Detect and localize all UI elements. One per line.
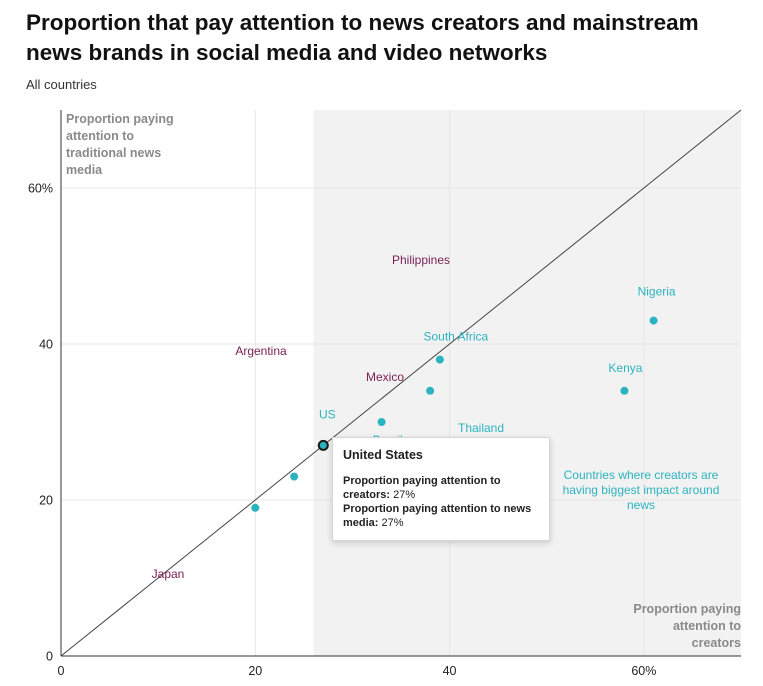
country-label-argentina: Argentina	[235, 344, 287, 358]
data-point-brazil	[377, 418, 386, 426]
tooltip-united-states: United States Proportion paying attentio…	[332, 437, 550, 541]
y-tick-label-20: 20	[39, 494, 53, 508]
data-point-teal-4	[426, 386, 435, 395]
country-label-kenya: Kenya	[608, 361, 642, 375]
x-tick-label-0: 0	[58, 664, 65, 678]
data-point-us-highlighted	[317, 439, 329, 451]
y-tick-label-60: 60%	[28, 182, 53, 196]
country-label-nigeria: Nigeria	[638, 285, 676, 299]
data-point-nigeria	[649, 316, 658, 325]
tooltip-label-creators: Proportion paying attention to creators:	[343, 475, 501, 501]
x-tick-label-40: 40	[443, 664, 457, 678]
y-tick-label-0: 0	[46, 650, 53, 664]
country-label-south-africa: South Africa	[423, 330, 488, 344]
x-axis-title: Proportion paying attention to creators	[633, 602, 741, 650]
country-label-us: US	[319, 407, 336, 421]
y-axis-title: Proportion paying attention to traditional…	[66, 112, 174, 177]
data-point-teal-0	[251, 503, 260, 512]
country-label-thailand: Thailand	[458, 421, 504, 435]
country-label-philippines: Philippines	[392, 253, 450, 267]
tooltip-row-news-media: Proportion paying attention to news medi…	[343, 502, 539, 530]
chart-subtitle: All countries	[26, 77, 97, 92]
tooltip-value-news-media: 27%	[381, 517, 404, 529]
data-point-south-africa	[435, 355, 444, 364]
chart-title: Proportion that pay attention to news cr…	[26, 10, 699, 65]
tooltip-label-news-media: Proportion paying attention to news medi…	[343, 503, 532, 529]
highlight-region-label: Countries where creators are having bigge…	[563, 468, 720, 512]
tooltip-value-creators: 27%	[393, 489, 416, 501]
y-tick-label-40: 40	[39, 338, 53, 352]
tooltip-row-creators: Proportion paying attention to creators:…	[343, 474, 539, 502]
country-label-japan: Japan	[152, 567, 185, 581]
x-tick-label-60: 60%	[631, 664, 656, 678]
tooltip-title: United States	[343, 448, 423, 462]
reference-line-equal	[60, 109, 742, 657]
country-label-mexico: Mexico	[366, 370, 404, 384]
data-point-kenya	[620, 386, 629, 395]
x-tick-label-20: 20	[248, 664, 262, 678]
highlight-region	[313, 110, 741, 656]
data-point-teal-1	[290, 472, 299, 481]
